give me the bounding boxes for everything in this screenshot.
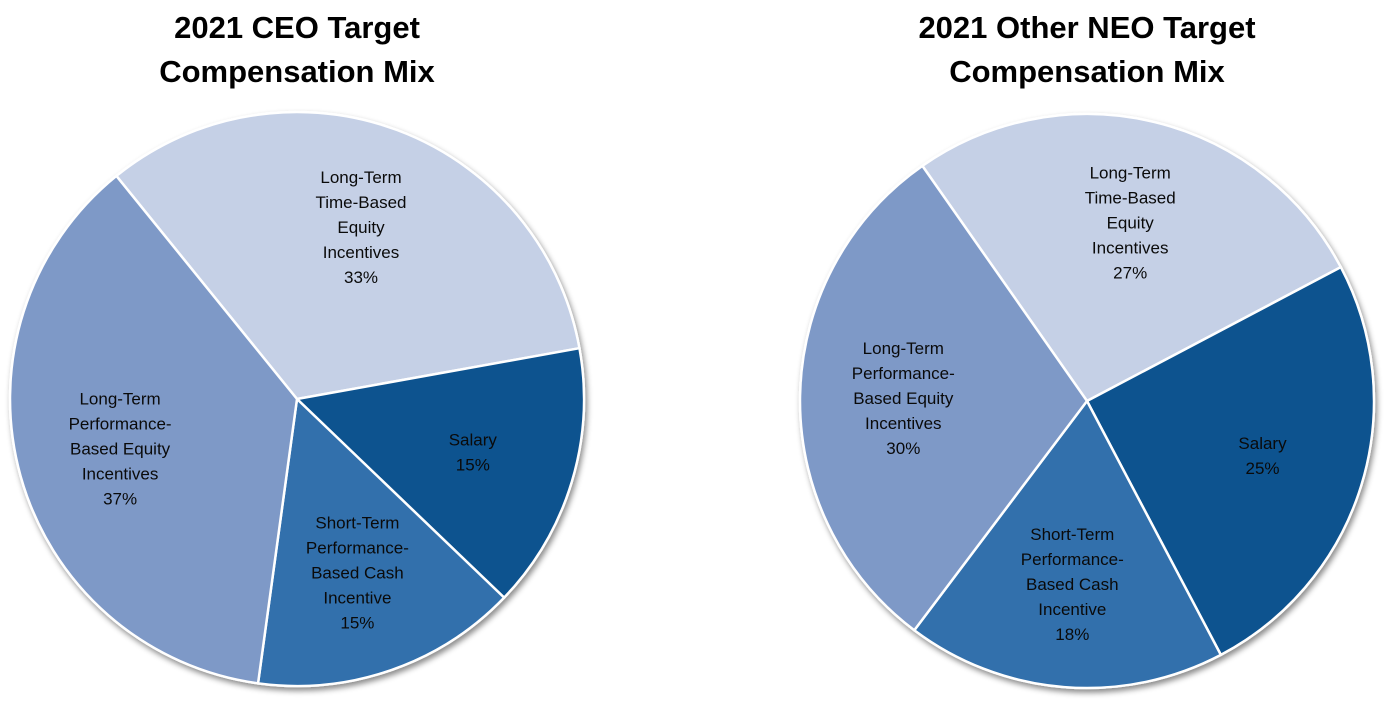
slice-label-long-term-time-based-equity-incentives: Long-Term Time-Based Equity Incentives 33% — [315, 168, 406, 287]
slice-label-salary: Salary 15% — [449, 431, 498, 475]
slice-label-short-term-performance-based-cash-incentive: Short-Term Performance-Based Cash Incentiv… — [1021, 525, 1124, 644]
slice-label-long-term-performance-based-equity-incentives: Long-Term Performance-Based Equity Incenti… — [69, 389, 172, 508]
pie-slice-long-term-performance-based-equity-incentives — [8, 174, 299, 685]
pie-slice-long-term-time-based-equity-incentives — [115, 110, 581, 401]
ceo-chart-title-line2: Compensation Mix — [159, 54, 435, 89]
ceo-chart-title-line1: 2021 CEO Target — [174, 10, 420, 45]
slice-label-short-term-performance-based-cash-incentive: Short-Term Performance-Based Cash Incentiv… — [306, 514, 409, 633]
neo-chart-title-line1: 2021 Other NEO Target — [918, 10, 1256, 45]
pie-slices — [8, 110, 586, 688]
pie-slice-salary — [295, 346, 586, 599]
ceo-pie: Long-Term Time-Based Equity Incentives 33% Sa… — [8, 110, 586, 688]
slice-label-long-term-time-based-equity-incentives: Long-Term Time-Based Equity Incentives 27% — [1085, 164, 1176, 283]
pie-slice-salary — [1085, 265, 1376, 657]
pie-slice-long-term-performance-based-equity-incentives — [798, 164, 1089, 632]
neo-target-comp-chart: 2021 Other NEO Target Compensation Mix L… — [795, 6, 1379, 701]
pie-slice-short-term-performance-based-cash-incentive — [913, 399, 1223, 690]
pie-slice-long-term-time-based-equity-incentives — [921, 112, 1343, 403]
neo-chart-title-line2: Compensation Mix — [949, 54, 1225, 89]
slice-label-salary: Salary 25% — [1238, 434, 1287, 478]
slice-label-long-term-performance-based-equity-incentives: Long-Term Performance-Based Equity Incenti… — [852, 339, 955, 458]
ceo-target-comp-chart: 2021 CEO Target Compensation Mix Long-Te… — [7, 6, 587, 701]
pie-slice-short-term-performance-based-cash-incentive — [256, 397, 506, 688]
ceo-chart-title: 2021 CEO Target Compensation Mix — [7, 6, 587, 94]
neo-chart-title: 2021 Other NEO Target Compensation Mix — [795, 6, 1379, 94]
neo-pie: Long-Term Time-Based Equity Incentives 27% Sa… — [798, 112, 1376, 690]
pie-slices — [798, 112, 1376, 690]
